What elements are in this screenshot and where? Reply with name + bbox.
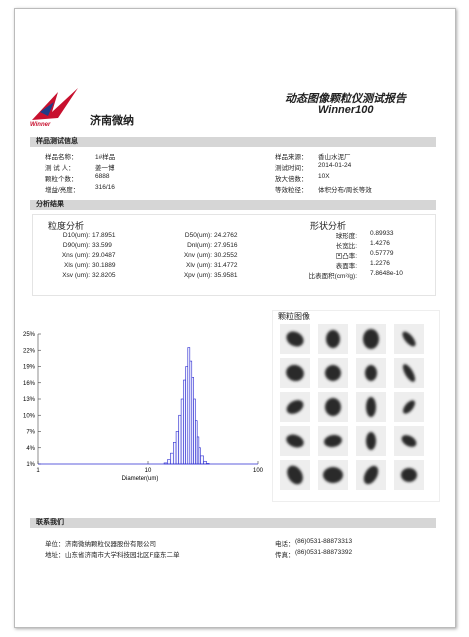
field-value: 6888 bbox=[95, 173, 110, 180]
images-heading: 颗粒图像 bbox=[278, 312, 310, 321]
histogram-bar bbox=[173, 442, 177, 465]
size-heading: 粒度分析 bbox=[48, 221, 85, 231]
shape-value: 0.89933 bbox=[370, 230, 394, 237]
histogram-bar bbox=[180, 398, 184, 465]
field-label: 电话： bbox=[275, 541, 295, 548]
x-tick-label: 100 bbox=[253, 468, 264, 474]
field-label: 地址： bbox=[45, 552, 65, 559]
report-model: Winner100 bbox=[318, 104, 374, 116]
field-value: 体积分布/周长等效 bbox=[318, 187, 372, 194]
company-name: 济南微纳 bbox=[90, 115, 134, 127]
size-value: 29.0487 bbox=[92, 252, 116, 259]
shape-value: 0.57779 bbox=[370, 250, 394, 257]
size-value: 17.8951 bbox=[92, 232, 116, 239]
shape-label: 长宽比: bbox=[335, 243, 357, 250]
field-label: 测 试 人： bbox=[45, 165, 75, 172]
y-tick-label: 19% bbox=[23, 365, 36, 371]
size-label: Xls (um): bbox=[64, 262, 90, 269]
logo: Winner bbox=[30, 88, 78, 128]
size-value: 33.599 bbox=[92, 242, 112, 249]
results-box bbox=[32, 214, 436, 296]
size-label: Xlv (um): bbox=[186, 262, 212, 269]
x-tick-label: 1 bbox=[36, 468, 40, 474]
logo-text: Winner bbox=[30, 122, 51, 128]
histogram-bar bbox=[185, 366, 189, 465]
particle-images bbox=[280, 324, 424, 490]
y-tick-label: 7% bbox=[26, 430, 35, 436]
x-axis-title: Diameter(um) bbox=[122, 476, 159, 482]
y-tick-label: 25% bbox=[23, 332, 36, 338]
field-value: 济南微纳颗粒仪器股份有限公司 bbox=[65, 541, 156, 548]
field-label: 传真： bbox=[275, 552, 295, 559]
size-value: 31.4772 bbox=[214, 262, 238, 269]
shape-label: 比表面积(cm²/g): bbox=[308, 273, 357, 280]
size-label: D50(um): bbox=[184, 232, 212, 239]
y-tick-label: 1% bbox=[26, 462, 35, 468]
size-value: 32.8205 bbox=[92, 272, 116, 279]
field-value: 316/16 bbox=[95, 184, 115, 191]
section-bar: 分析结果 bbox=[30, 200, 436, 210]
shape-value: 1.4276 bbox=[370, 240, 390, 247]
section-bar: 样品测试信息 bbox=[30, 137, 436, 147]
field-label: 等效粒径： bbox=[275, 187, 308, 194]
field-value: 2014-01-24 bbox=[318, 162, 352, 169]
size-label: Xpv (um): bbox=[183, 272, 212, 279]
size-value: 30.2552 bbox=[214, 252, 238, 259]
field-label: 样品来源： bbox=[275, 154, 308, 161]
histogram-bar bbox=[183, 379, 186, 465]
field-label: 样品名称： bbox=[45, 154, 78, 161]
histogram-bar bbox=[170, 452, 174, 465]
field-label: 单位： bbox=[45, 541, 65, 548]
histogram-bar bbox=[203, 460, 207, 465]
shape-heading: 形状分析 bbox=[310, 221, 347, 231]
histogram-bar bbox=[187, 347, 191, 465]
field-value: 香山水泥厂 bbox=[318, 154, 351, 161]
field-value: 山东省济南市大学科技园北区F座东二单 bbox=[65, 552, 180, 559]
field-value: 10X bbox=[318, 173, 330, 180]
field-value: 1#样品 bbox=[95, 154, 116, 161]
size-label: Xns (um): bbox=[61, 252, 90, 259]
field-value: 姜一博 bbox=[95, 165, 115, 172]
histogram-bar bbox=[178, 414, 182, 465]
field-value: (86)0531-88873392 bbox=[295, 549, 353, 556]
histogram-bar bbox=[200, 455, 204, 465]
shape-label: 表面率: bbox=[335, 263, 357, 270]
shape-value: 7.8648e-10 bbox=[370, 270, 403, 277]
y-tick-label: 22% bbox=[23, 348, 36, 354]
paper bbox=[14, 8, 456, 628]
size-value: 24.2762 bbox=[214, 232, 238, 239]
shape-label: 球形度: bbox=[335, 233, 357, 240]
y-tick-label: 10% bbox=[23, 413, 36, 419]
field-label: 放大倍数： bbox=[275, 176, 308, 183]
field-value: (86)0531-88873313 bbox=[295, 538, 353, 545]
particles bbox=[286, 329, 417, 485]
size-value: 30.1889 bbox=[92, 262, 116, 269]
histogram-bar bbox=[167, 459, 171, 465]
size-label: D10(um): bbox=[62, 232, 90, 239]
logo-mark bbox=[40, 102, 54, 116]
field-label: 增益/亮度： bbox=[45, 187, 80, 194]
field-label: 测试时间： bbox=[275, 165, 308, 172]
size-label: D90(um): bbox=[62, 242, 90, 249]
y-tick-label: 4% bbox=[26, 446, 35, 452]
size-label: Dnl(um): bbox=[187, 242, 212, 249]
shape-label: 凹凸率: bbox=[335, 253, 357, 260]
size-label: Xnv (um): bbox=[183, 252, 212, 259]
x-tick-label: 10 bbox=[145, 468, 152, 474]
size-value: 35.9581 bbox=[214, 272, 238, 279]
section-bar: 联系我们 bbox=[30, 518, 436, 528]
y-tick-label: 16% bbox=[23, 381, 36, 387]
images-panel bbox=[272, 310, 440, 502]
report-title: 动态图像颗粒仪测试报告 bbox=[285, 93, 406, 105]
y-tick-label: 13% bbox=[23, 397, 36, 403]
shape-value: 1.2276 bbox=[370, 260, 390, 267]
histogram-bar bbox=[175, 431, 179, 465]
field-label: 颗粒个数： bbox=[45, 176, 78, 183]
size-label: Xsv (um): bbox=[62, 272, 90, 279]
size-value: 27.9516 bbox=[214, 242, 238, 249]
